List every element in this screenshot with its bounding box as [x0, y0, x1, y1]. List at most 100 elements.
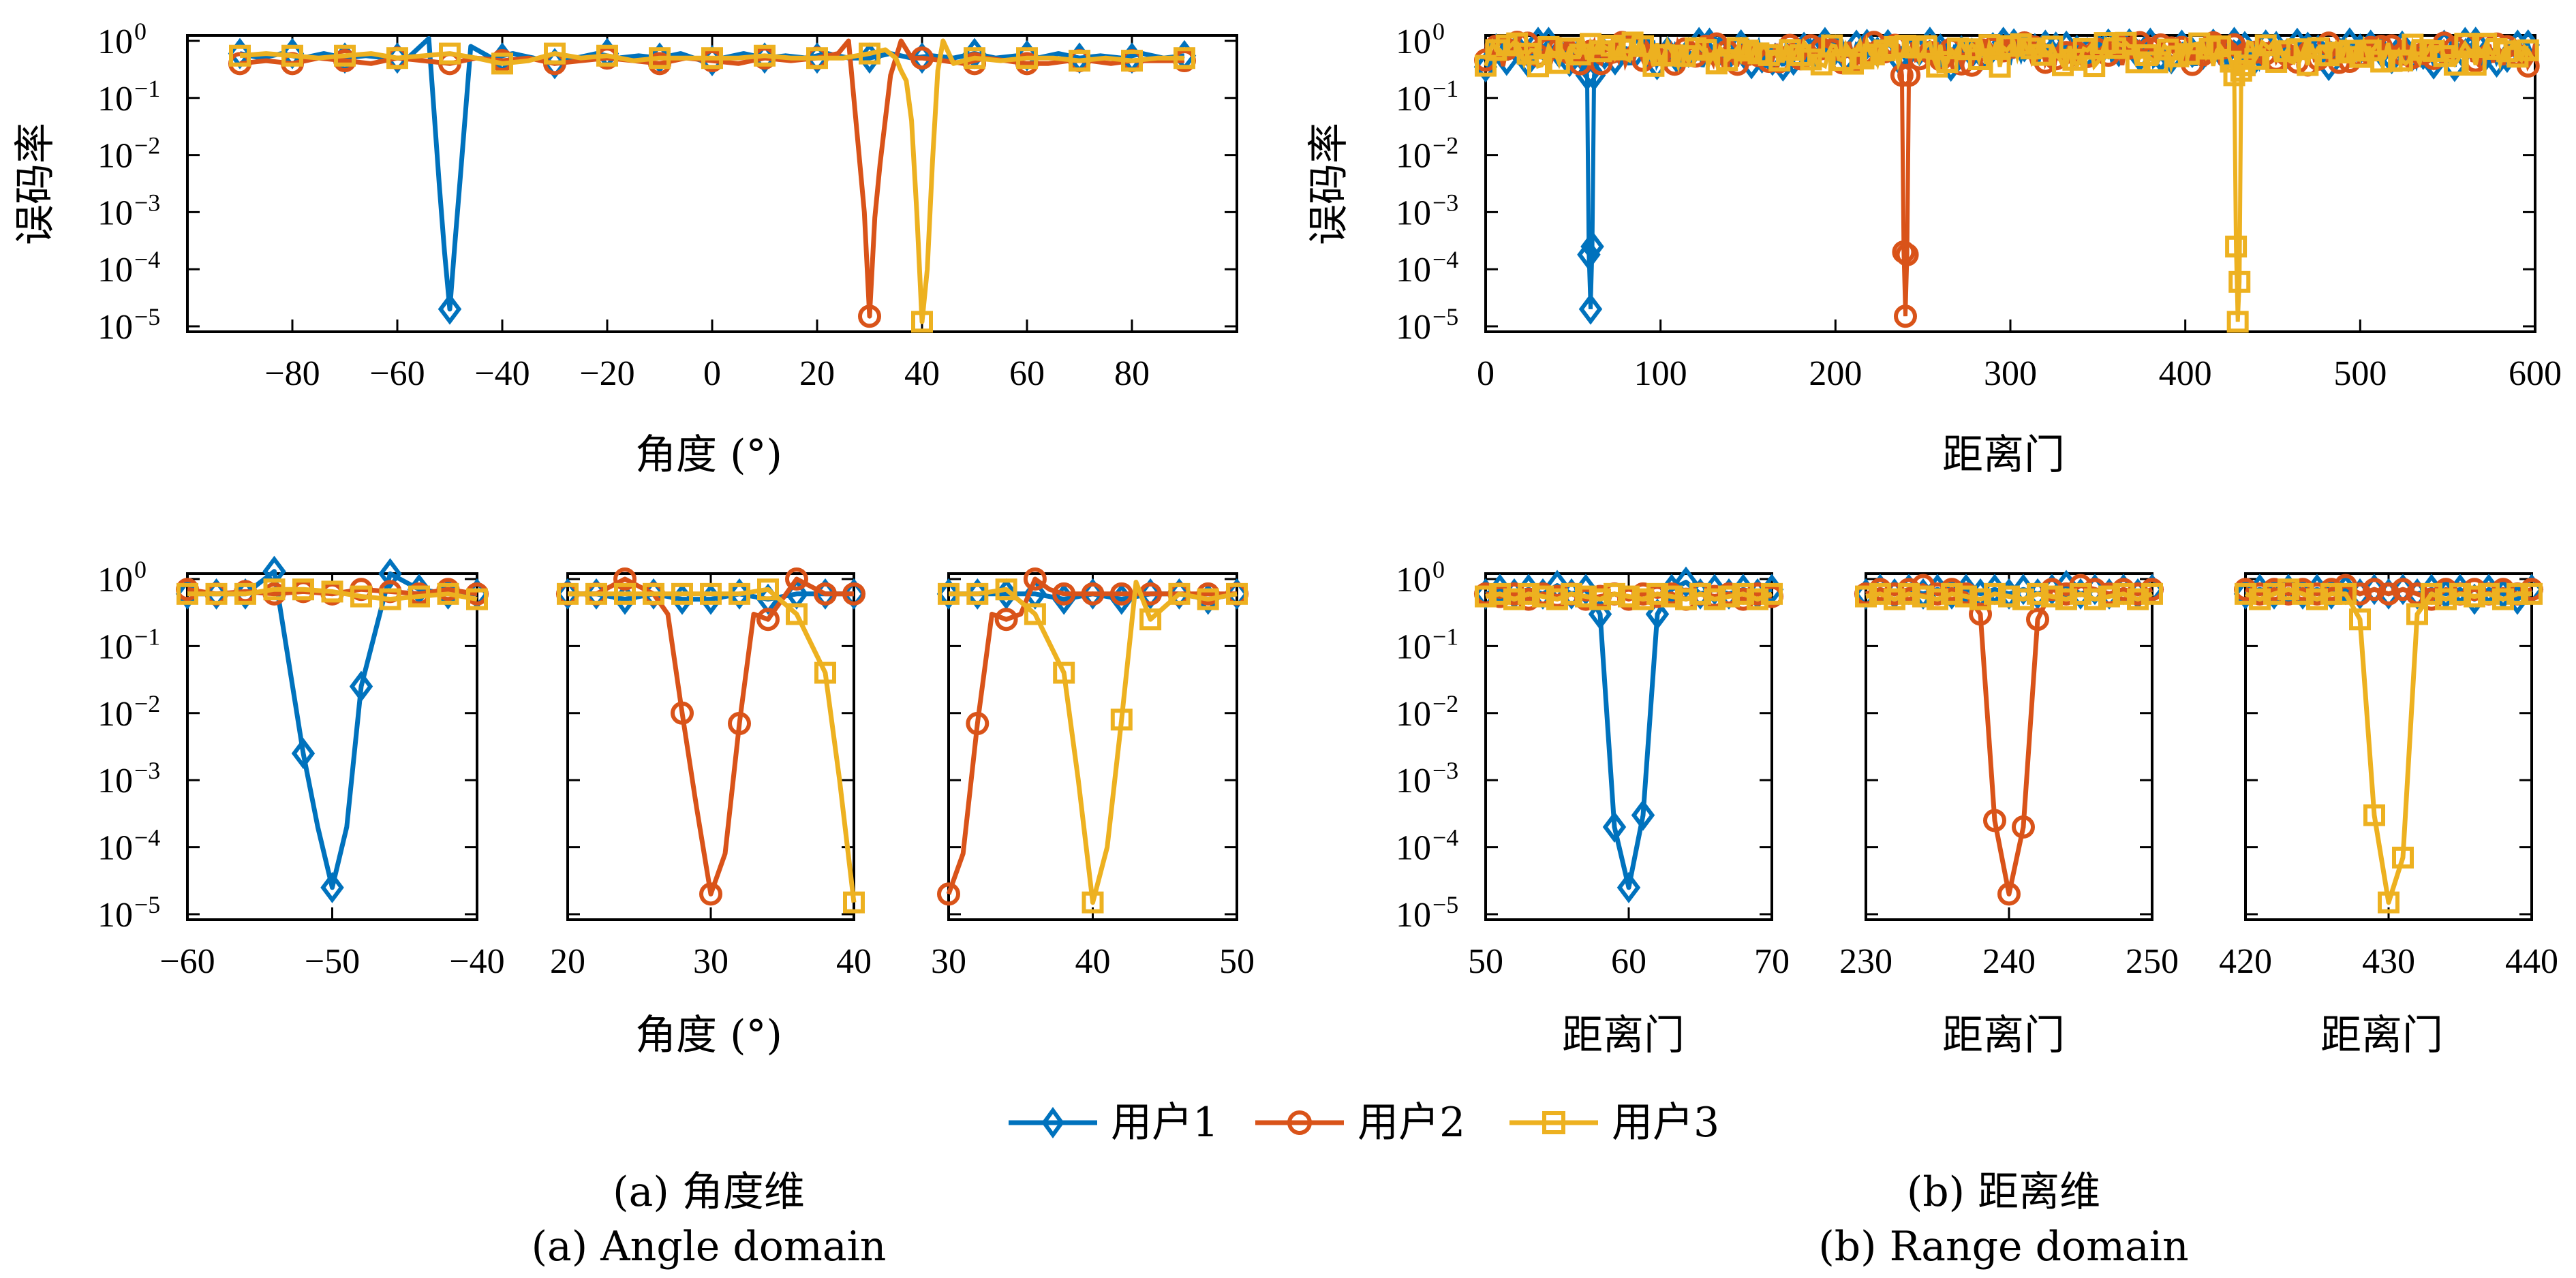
series-line-user1 — [187, 569, 477, 890]
data-point-user2 — [1997, 882, 2021, 906]
data-point-user2 — [2377, 582, 2400, 606]
data-point-user3 — [701, 47, 723, 69]
ytick-exponent: −1 — [134, 623, 160, 650]
axes-frame — [1865, 572, 2153, 921]
series-line-user2 — [239, 38, 1184, 319]
data-point-user1 — [1580, 230, 1604, 262]
data-point-user3 — [177, 582, 198, 605]
xtick-label: 600 — [2509, 354, 2562, 393]
data-point-user2 — [2363, 578, 2386, 602]
ytick-exponent: −1 — [134, 75, 160, 102]
data-point-user3 — [1747, 588, 1768, 610]
data-point-user3 — [649, 47, 671, 69]
data-point-user3 — [966, 582, 989, 605]
data-point-user3 — [806, 47, 828, 69]
data-point-user2 — [994, 608, 1018, 632]
xtick-label: 300 — [1984, 354, 2037, 393]
data-point-user2 — [1897, 63, 1921, 87]
xlabel-range-top: 距离门 — [1942, 431, 2065, 479]
series-line-user3 — [239, 38, 1184, 324]
axes-frame — [186, 572, 478, 921]
series-line-user3 — [2244, 587, 2532, 905]
xtick-label: 440 — [2505, 942, 2558, 981]
xtick-label: −50 — [305, 942, 360, 981]
xlabel-angle-top: 角度 (°) — [635, 431, 782, 479]
data-point-user3 — [1024, 603, 1046, 625]
xlabel-range-zoom-1: 距离门 — [1562, 1012, 1685, 1059]
xtick-label: −40 — [474, 354, 530, 393]
data-point-user1 — [2391, 574, 2415, 606]
data-point-user3 — [1575, 585, 1597, 608]
data-point-user1 — [1602, 811, 1627, 843]
data-point-user3 — [843, 891, 865, 914]
data-point-user3 — [1646, 582, 1668, 605]
data-point-user2 — [1895, 243, 1919, 266]
data-point-user3 — [757, 578, 779, 601]
data-point-user3 — [2113, 582, 2134, 605]
data-point-user3 — [859, 42, 880, 65]
ytick-label: 10 — [1396, 829, 1431, 868]
legend: 用户1 用户2 用户3 — [1009, 1099, 1719, 1147]
data-point-user1 — [291, 738, 316, 770]
data-point-user3 — [1898, 582, 1920, 605]
ytick-exponent: −2 — [134, 132, 160, 159]
data-point-user3 — [1604, 582, 1625, 605]
data-point-user3 — [292, 578, 314, 601]
data-point-user3 — [379, 588, 401, 610]
xlabel-range-zoom-3: 距离门 — [2320, 1012, 2443, 1059]
data-point-user3 — [596, 44, 618, 67]
xtick-label: 30 — [693, 942, 729, 981]
caption-b-cn: (b) 距离维 — [1907, 1168, 2100, 1216]
data-point-user3 — [2228, 270, 2251, 293]
ytick-label: 10 — [97, 193, 133, 232]
xtick-label: 60 — [1009, 354, 1045, 393]
data-point-user1 — [2362, 574, 2387, 606]
data-point-user1 — [1473, 51, 1498, 83]
legend-marker-user2 — [1287, 1110, 1312, 1135]
data-point-user1 — [555, 578, 580, 610]
data-point-user3 — [2443, 54, 2466, 76]
series-line-user1 — [239, 36, 1185, 312]
data-point-user1 — [320, 871, 344, 903]
data-point-user1 — [378, 558, 402, 590]
ytick-exponent: 0 — [1432, 556, 1445, 583]
ytick-exponent: −3 — [134, 757, 160, 784]
axes-frame — [1484, 572, 1773, 921]
xtick-label: 100 — [1634, 354, 1687, 393]
data-point-user3 — [321, 580, 343, 603]
data-point-user1 — [1081, 578, 1105, 610]
data-point-user3 — [754, 44, 776, 67]
legend-marker-user1 — [1041, 1106, 1064, 1139]
legend-marker-user3 — [1542, 1111, 1565, 1134]
data-point-user3 — [2521, 582, 2543, 605]
data-point-user3 — [2492, 588, 2514, 610]
ytick-exponent: −4 — [1432, 824, 1458, 852]
data-point-user3 — [1503, 588, 1525, 610]
data-point-user3 — [263, 578, 286, 601]
data-point-user3 — [2478, 582, 2500, 605]
xtick-label: 500 — [2333, 354, 2387, 393]
data-point-user3 — [643, 582, 664, 605]
data-point-user2 — [1023, 567, 1047, 591]
data-point-user3 — [1069, 50, 1090, 72]
data-point-user3 — [2392, 846, 2414, 869]
data-point-user1 — [936, 578, 961, 610]
xtick-label: 70 — [1754, 942, 1790, 981]
axes-angle-zoom-2: 20 30 40 — [550, 567, 872, 981]
data-point-user3 — [1121, 50, 1143, 72]
data-point-user3 — [1226, 582, 1248, 605]
ytick-label: 10 — [1396, 193, 1431, 232]
data-point-user3 — [2084, 588, 2106, 610]
caption-a-cn: (a) 角度维 — [613, 1168, 805, 1216]
series-line-user1 — [1484, 35, 2537, 309]
series-line-user1 — [1484, 580, 1773, 890]
xtick-label: 40 — [836, 942, 872, 981]
data-point-user3 — [1955, 585, 1977, 608]
data-point-user3 — [2230, 59, 2252, 82]
xtick-label: 230 — [1839, 942, 1892, 981]
data-point-user3 — [1915, 35, 1937, 57]
data-point-user3 — [386, 47, 408, 69]
